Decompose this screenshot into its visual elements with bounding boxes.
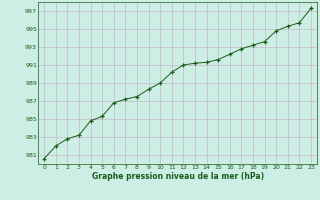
X-axis label: Graphe pression niveau de la mer (hPa): Graphe pression niveau de la mer (hPa) <box>92 172 264 181</box>
